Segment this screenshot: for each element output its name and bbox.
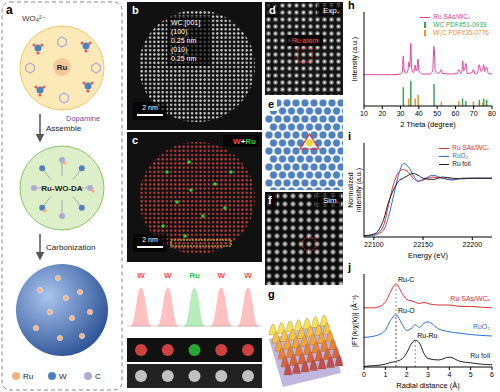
html-text:i: i xyxy=(348,130,352,142)
svg-text:80: 80 xyxy=(488,110,496,117)
svg-text:W: W xyxy=(244,271,252,280)
svg-text:70: 70 xyxy=(470,110,478,117)
svg-text:Ru: Ru xyxy=(189,271,200,280)
svg-text:2 nm: 2 nm xyxy=(142,236,158,243)
svg-text:40: 40 xyxy=(415,110,423,117)
svg-text:Ru-C: Ru-C xyxy=(398,276,414,283)
svg-text:Ru foil: Ru foil xyxy=(470,352,490,359)
svg-text:30: 30 xyxy=(397,110,405,117)
svg-text:0.25 nm: 0.25 nm xyxy=(171,37,196,44)
html-text:|FT(k²χ(k))| (Å⁻³): |FT(k²χ(k))| (Å⁻³) xyxy=(351,294,358,347)
svg-text:WO₄²⁻: WO₄²⁻ xyxy=(22,14,46,23)
svg-text:Ru atom: Ru atom xyxy=(292,37,319,44)
svg-text:22100: 22100 xyxy=(364,241,384,248)
svg-text:e: e xyxy=(268,98,274,110)
svg-text:10: 10 xyxy=(360,110,368,117)
svg-text:Sim.: Sim. xyxy=(323,196,339,205)
html-text:Intensity (a.u.): Intensity (a.u.) xyxy=(351,36,358,82)
svg-text:c: c xyxy=(132,134,138,146)
svg-text:f: f xyxy=(268,194,272,206)
html-text:intensity (a.u.): intensity (a.u.) xyxy=(355,168,362,212)
svg-text:WC [001]: WC [001] xyxy=(171,19,200,27)
svg-text:Ru-O: Ru-O xyxy=(398,307,415,314)
svg-text:W: W xyxy=(217,271,225,280)
svg-text:C: C xyxy=(95,372,101,381)
svg-text:a: a xyxy=(6,3,13,17)
svg-text:5: 5 xyxy=(469,371,473,378)
svg-text:g: g xyxy=(268,288,275,300)
html-text:WC PDF#51-0939: WC PDF#51-0939 xyxy=(433,21,487,28)
svg-text:0.25 nm: 0.25 nm xyxy=(171,55,196,62)
svg-text:3: 3 xyxy=(426,371,430,378)
html-text:Ru SAs/WCₓ: Ru SAs/WCₓ xyxy=(452,144,489,151)
svg-text:22150: 22150 xyxy=(413,241,433,248)
svg-text:RuO₂: RuO₂ xyxy=(473,323,490,330)
svg-text:Ru-Ru: Ru-Ru xyxy=(417,332,437,339)
html-text:W₂C PDF#35-0776: W₂C PDF#35-0776 xyxy=(433,29,489,36)
svg-text:d: d xyxy=(269,4,276,16)
svg-text:b: b xyxy=(132,4,139,16)
svg-text:W: W xyxy=(164,271,172,280)
svg-text:Ru: Ru xyxy=(57,63,68,72)
svg-text:Carbonization: Carbonization xyxy=(46,243,95,252)
svg-text:0: 0 xyxy=(362,371,366,378)
svg-text:1: 1 xyxy=(383,371,387,378)
html-text:Ru foil: Ru foil xyxy=(452,160,471,167)
svg-text:W+Ru: W+Ru xyxy=(233,137,256,146)
svg-text:Ru SAs/WCₓ: Ru SAs/WCₓ xyxy=(450,295,490,302)
svg-text:(010): (010) xyxy=(171,46,187,54)
svg-text:W: W xyxy=(137,271,145,280)
svg-text:20: 20 xyxy=(378,110,386,117)
svg-text:2 nm: 2 nm xyxy=(142,104,158,111)
svg-text:22200: 22200 xyxy=(463,241,483,248)
svg-text:2: 2 xyxy=(405,371,409,378)
html-text:2 Theta (degree): 2 Theta (degree) xyxy=(400,120,456,129)
html-text:Energy (eV): Energy (eV) xyxy=(408,251,448,260)
svg-text:Ru-WO-DA: Ru-WO-DA xyxy=(41,184,83,193)
svg-text:60: 60 xyxy=(452,110,460,117)
html-text:j: j xyxy=(348,261,352,273)
svg-text:6: 6 xyxy=(490,371,494,378)
html-text:Normalized: Normalized xyxy=(347,172,354,208)
svg-text:W: W xyxy=(59,372,67,381)
svg-text:4: 4 xyxy=(447,371,451,378)
svg-text:50: 50 xyxy=(433,110,441,117)
html-text:Radial distance (Å): Radial distance (Å) xyxy=(396,381,460,390)
svg-text:Assemble: Assemble xyxy=(46,124,82,133)
svg-text:Ru: Ru xyxy=(23,372,33,381)
html-text:Ru SAs/WCₓ: Ru SAs/WCₓ xyxy=(433,13,471,20)
html-text:h: h xyxy=(348,0,355,11)
svg-text:Dopamine: Dopamine xyxy=(66,114,100,123)
html-text:RuO₂: RuO₂ xyxy=(452,152,469,159)
svg-text:Exp.: Exp. xyxy=(323,6,339,15)
svg-text:(100): (100) xyxy=(171,28,187,36)
